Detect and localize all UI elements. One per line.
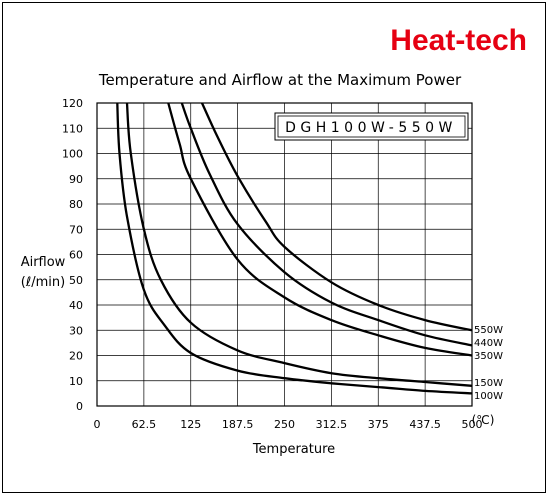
y-tick-label: 60: [69, 249, 83, 262]
chart-title: Temperature and Airflow at the Maximum P…: [98, 71, 462, 89]
x-tick-label: 312.5: [316, 418, 348, 431]
series-label-440w: 440W: [474, 338, 503, 349]
series-label-150w: 150W: [474, 378, 503, 389]
y-tick-label: 10: [69, 375, 83, 388]
y-axis-unit: (ℓ/min): [21, 275, 65, 290]
y-tick-label: 90: [69, 173, 83, 186]
x-tick-label: 187.5: [222, 418, 254, 431]
x-tick-label: 0: [94, 418, 101, 431]
model-label-box: [274, 112, 469, 141]
y-tick-label: 120: [62, 97, 83, 110]
x-axis-label: Temperature: [252, 442, 335, 457]
brand-logo: Heat-tech: [390, 24, 527, 57]
grid: [96, 102, 473, 407]
series-labels: 550W 440W 350W 150W 100W: [474, 325, 503, 402]
plot-area-border: [96, 102, 473, 407]
x-tick-label: 375: [368, 418, 389, 431]
y-tick-label: 70: [69, 223, 83, 236]
y-tick-label: 30: [69, 324, 83, 337]
series-line-350w: [167, 102, 473, 357]
x-tick-label: 437.5: [409, 418, 441, 431]
x-tick-label: 62.5: [132, 418, 157, 431]
y-tick-label: 100: [62, 148, 83, 161]
x-tick-labels: 0 62.5 125 187.5 250 312.5 375 437.5 500: [94, 418, 483, 431]
x-tick-label: 125: [180, 418, 201, 431]
series-label-100w: 100W: [474, 391, 503, 402]
y-tick-label: 110: [62, 122, 83, 135]
series-line-440w: [180, 102, 473, 347]
y-tick-label: 0: [76, 400, 83, 413]
model-label-inner-box: [277, 115, 466, 138]
series-label-550w: 550W: [474, 325, 503, 336]
series-line-150w: [125, 102, 473, 387]
y-tick-label: 40: [69, 299, 83, 312]
chart-frame: [2, 2, 546, 493]
series-label-350w: 350W: [474, 351, 503, 362]
series-group: [116, 102, 473, 395]
x-tick-label: 250: [274, 418, 295, 431]
y-tick-label: 20: [69, 350, 83, 363]
series-line-550w: [200, 102, 473, 332]
x-tick-label: 500: [462, 418, 483, 431]
y-tick-label: 80: [69, 198, 83, 211]
y-axis-label: Airflow: [21, 255, 66, 270]
series-line-100w: [116, 102, 473, 395]
model-label: DGH100W-550W: [285, 120, 457, 136]
y-tick-label: 50: [69, 274, 83, 287]
y-tick-labels: 0 10 20 30 40 50 60 70 80 90 100 110 120: [62, 97, 83, 413]
x-axis-unit: (℃): [472, 413, 495, 427]
